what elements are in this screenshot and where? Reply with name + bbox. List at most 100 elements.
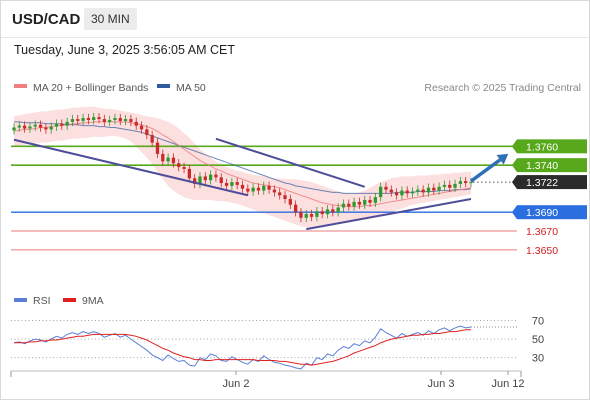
candle-58	[320, 207, 324, 219]
candle-body-32	[182, 167, 186, 169]
candle-body-75	[410, 191, 415, 194]
candle-body-22	[129, 119, 133, 122]
price-label-pointer-2	[512, 175, 517, 190]
candle-55	[304, 209, 308, 223]
candle-77	[421, 185, 425, 197]
candle-body-21	[123, 119, 128, 121]
candle-39	[219, 173, 223, 188]
candle-4	[33, 120, 37, 131]
candle-body-7	[49, 126, 53, 130]
candle-body-5	[38, 124, 43, 128]
candle-79	[432, 183, 436, 195]
candle-32	[182, 162, 186, 174]
candle-body-23	[134, 121, 138, 126]
candle-18	[108, 115, 112, 127]
candle-body-80	[437, 186, 441, 191]
candle-49	[272, 185, 277, 197]
candle-body-52	[288, 199, 292, 205]
candle-8	[54, 119, 59, 131]
candle-body-33	[187, 168, 192, 179]
candle-body-8	[54, 123, 59, 127]
candle-body-56	[309, 214, 314, 217]
candle-72	[394, 188, 399, 200]
price-label-box-2	[517, 175, 587, 190]
candle-body-55	[304, 214, 308, 218]
candle-48	[267, 181, 271, 194]
candle-45	[251, 183, 255, 196]
candle-67	[368, 195, 372, 208]
candle-body-2	[22, 125, 27, 129]
candle-body-60	[331, 209, 335, 213]
rsi-legend-swatch	[14, 298, 27, 302]
candle-body-81	[442, 184, 447, 187]
x-tick-label-0: Jun 2	[223, 378, 250, 390]
candle-body-51	[283, 195, 287, 200]
candle-54	[299, 207, 303, 223]
candle-body-44	[246, 188, 250, 192]
trendline-1	[215, 137, 366, 188]
candle-41	[230, 177, 234, 191]
candle-81	[442, 180, 447, 192]
candle-body-38	[214, 174, 218, 178]
candle-16	[97, 112, 101, 124]
candle-body-76	[416, 189, 420, 192]
candle-3	[28, 122, 32, 133]
price-label-pointer-1	[512, 158, 517, 173]
candle-22	[129, 114, 133, 127]
bollinger-band	[14, 106, 471, 229]
ma50-legend-swatch	[157, 84, 170, 88]
candle-body-13	[81, 118, 85, 121]
candle-33	[187, 164, 192, 183]
rsi-series-line-1	[14, 329, 471, 366]
candle-13	[81, 113, 85, 126]
candle-body-19	[113, 118, 117, 120]
candle-body-74	[405, 190, 409, 194]
candle-17	[102, 114, 106, 127]
candle-body-82	[448, 184, 452, 188]
candle-82	[448, 180, 452, 192]
candle-46	[256, 183, 261, 195]
rsi-legend-label: RSI	[33, 295, 51, 307]
candle-42	[235, 177, 239, 190]
candle-body-70	[384, 186, 388, 190]
candle-body-42	[235, 182, 239, 185]
candle-body-71	[389, 189, 393, 193]
price-label-4: 1.3670	[526, 226, 558, 238]
candle-body-48	[267, 185, 271, 190]
candle-body-25	[145, 129, 149, 136]
rsi-tick-label-1: 50	[532, 334, 544, 346]
price-label-1: 1.3740	[526, 160, 558, 172]
candle-0	[12, 123, 16, 135]
rsi-series-line-0	[13, 325, 472, 370]
price-plot-area: 1.3760 1.3740 1.3722 1.3690 1.3670 1.3650	[11, 106, 587, 257]
candle-body-4	[33, 124, 37, 127]
candle-12	[76, 114, 80, 126]
rsi-plot-area: 70 50 30	[11, 315, 544, 370]
candle-body-61	[336, 207, 340, 213]
price-label-3: 1.3690	[526, 207, 558, 219]
ma9-legend-label: 9MA	[82, 295, 104, 307]
timeframe-badge[interactable]: 30 MIN	[84, 8, 137, 30]
candle-body-84	[458, 181, 463, 184]
ma20-legend-label: MA 20 + Bollinger Bands	[33, 82, 148, 94]
candle-52	[288, 194, 292, 209]
candle-20	[118, 113, 122, 126]
candle-69	[379, 182, 383, 202]
candle-57	[315, 207, 319, 222]
candle-body-11	[70, 119, 75, 122]
candle-body-57	[315, 211, 319, 217]
price-label-5: 1.3650	[526, 245, 558, 257]
timestamp: Tuesday, June 3, 2025 3:56:05 AM CET	[14, 43, 235, 57]
x-axis: Jun 2 Jun 3 Jun 12	[10, 371, 525, 390]
candle-37	[208, 170, 213, 185]
candle-body-83	[453, 183, 457, 188]
candle-25	[145, 125, 149, 140]
candle-27	[155, 138, 160, 159]
x-tick-label-2: Jun 12	[491, 378, 524, 390]
candle-body-1	[17, 125, 21, 128]
candle-85	[464, 176, 468, 188]
candle-body-17	[102, 119, 106, 122]
candle-body-6	[44, 127, 48, 130]
candle-body-36	[203, 176, 207, 181]
candle-body-66	[363, 199, 367, 205]
